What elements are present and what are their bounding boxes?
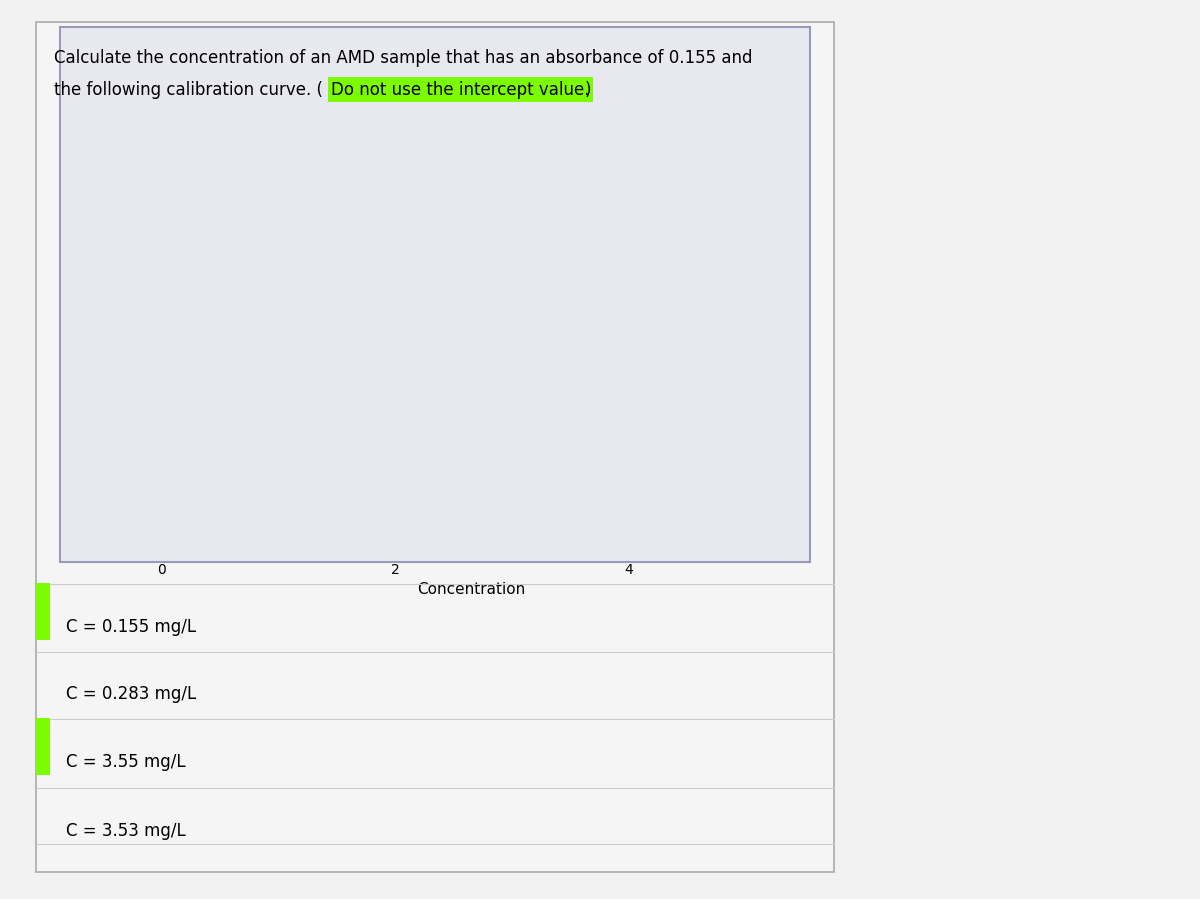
Text: Calculate the concentration of an AMD sample that has an absorbance of 0.155 and: Calculate the concentration of an AMD sa… <box>54 49 752 67</box>
Point <box>503 298 522 312</box>
Text: the following calibration curve. (: the following calibration curve. ( <box>54 81 323 99</box>
Text: ■■: ■■ <box>150 97 168 107</box>
Point <box>385 375 404 389</box>
Point <box>269 451 288 466</box>
Text: Linear Fit for: Latest | Absorbance
Abs = mx+b
m (Slope): 0.04390
b (Y-Intercept: Linear Fit for: Latest | Absorbance Abs … <box>148 114 373 202</box>
Text: ): ) <box>584 81 590 99</box>
Point <box>560 260 580 274</box>
Y-axis label: Absorbance: Absorbance <box>77 285 92 376</box>
Title: Calibration Curve: Calibration Curve <box>348 78 594 102</box>
Text: C = 3.55 mg/L: C = 3.55 mg/L <box>66 752 186 771</box>
X-axis label: Concentration: Concentration <box>416 583 526 597</box>
Text: Do not use the intercept value.: Do not use the intercept value. <box>331 81 590 99</box>
Text: C = 0.283 mg/L: C = 0.283 mg/L <box>66 685 197 704</box>
Text: C = 0.155 mg/L: C = 0.155 mg/L <box>66 618 196 636</box>
Point <box>678 182 697 197</box>
Text: C = 3.53 mg/L: C = 3.53 mg/L <box>66 822 186 841</box>
Point <box>736 145 755 159</box>
